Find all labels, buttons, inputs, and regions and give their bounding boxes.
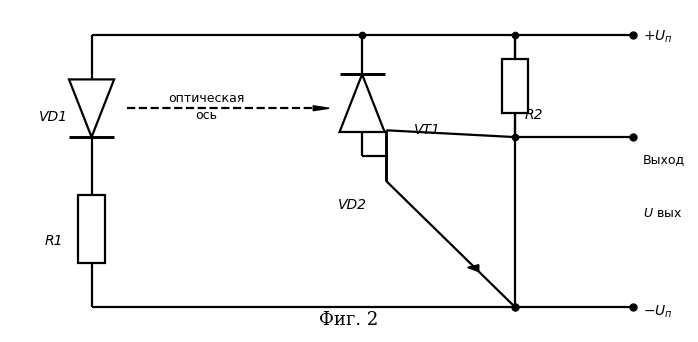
Polygon shape	[313, 106, 329, 111]
Text: VD1: VD1	[39, 110, 68, 124]
Text: R1: R1	[44, 234, 63, 248]
Text: оптическая: оптическая	[168, 92, 244, 105]
Polygon shape	[468, 265, 479, 272]
Text: +$U_п$: +$U_п$	[643, 29, 673, 45]
Text: ось: ось	[195, 108, 217, 121]
Polygon shape	[69, 79, 114, 137]
Text: VT1: VT1	[414, 123, 441, 137]
Text: Выход: Выход	[643, 153, 685, 166]
Bar	[78, 195, 105, 263]
Text: $-U_п$: $-U_п$	[643, 304, 673, 320]
Bar	[502, 59, 528, 113]
Text: R2: R2	[525, 108, 544, 122]
Polygon shape	[339, 74, 385, 132]
Text: Фиг. 2: Фиг. 2	[318, 311, 378, 329]
Text: VD2: VD2	[338, 198, 367, 212]
Text: $U$ вых: $U$ вых	[643, 207, 683, 220]
